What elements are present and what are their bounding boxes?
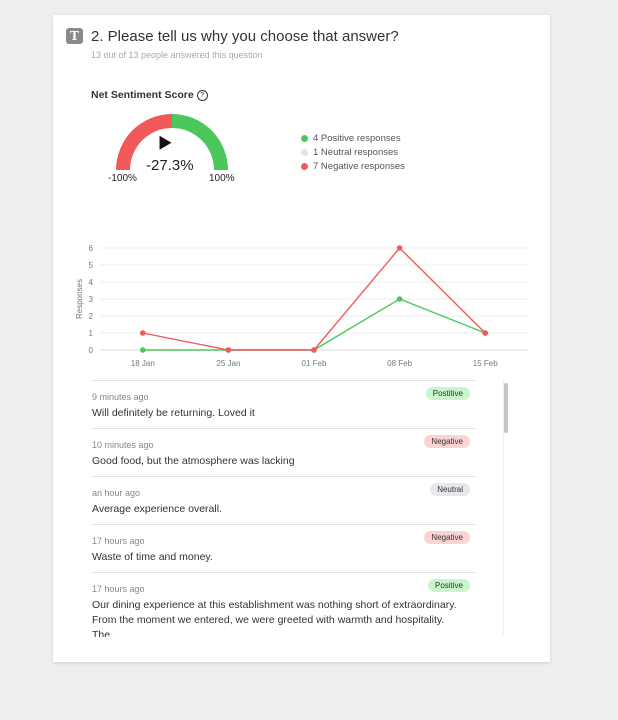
response-item: an hour ago Average experience overall. Ne… <box>91 476 476 524</box>
x-tick-label: 15 Feb <box>473 359 498 368</box>
scrollbar-track[interactable] <box>503 380 510 635</box>
nss-label: Net Sentiment Score <box>91 89 194 101</box>
legend-dot <box>301 148 308 156</box>
gauge-needle-icon <box>159 135 172 150</box>
response-time: 17 hours ago <box>92 584 145 594</box>
sentiment-badge: Positive <box>427 579 470 592</box>
responses-line-chart: 0 1 2 3 4 5 6 18 Jan 25 Jan 01 Feb 08 Feb 15 Feb Res… <box>75 244 528 368</box>
data-point <box>396 245 403 251</box>
y-tick-label: 1 <box>89 329 94 338</box>
response-item: 9 minutes ago Will definitely be returnin… <box>91 380 476 428</box>
series-line <box>142 298 486 351</box>
data-point <box>140 347 146 353</box>
y-tick-label: 0 <box>89 346 94 355</box>
text-question-icon: T <box>66 28 83 44</box>
sentiment-badge: Neutral <box>430 483 470 496</box>
x-tick-label: 25 Jan <box>216 359 240 368</box>
sentiment-badge: Postitive <box>425 387 470 400</box>
response-time: an hour ago <box>92 488 141 498</box>
gauge-positive-arc <box>172 114 228 170</box>
response-item: 17 hours ago Waste of time and money. Nega… <box>91 524 476 572</box>
sentiment-badge: Negative <box>424 531 470 544</box>
responses-list: 9 minutes ago Will definitely be returnin… <box>91 380 476 637</box>
response-text: Average experience overall. <box>92 503 222 515</box>
gauge-score: -27.3% <box>146 157 194 174</box>
response-item: 10 minutes ago Good food, but the atmosph… <box>91 428 476 476</box>
x-tick-label: 18 Jan <box>131 359 155 368</box>
data-point <box>396 296 403 302</box>
y-tick-label: 5 <box>89 261 94 270</box>
legend-positive: 4 Positive responses <box>301 131 405 145</box>
x-tick-label: 08 Feb <box>387 359 412 368</box>
legend-negative: 7 Negative responses <box>301 159 405 173</box>
help-icon[interactable]: ? <box>196 90 208 101</box>
response-text: Our dining experience at this establishm… <box>92 599 457 637</box>
data-point <box>225 347 232 353</box>
response-text: Will definitely be returning. Loved it <box>92 407 255 419</box>
response-time: 17 hours ago <box>92 536 145 546</box>
gauge-max-label: 100% <box>209 173 235 184</box>
response-time: 10 minutes ago <box>92 440 154 450</box>
response-text: Good food, but the atmosphere was lackin… <box>92 455 295 467</box>
data-point <box>311 347 317 353</box>
y-tick-label: 6 <box>89 244 94 253</box>
y-tick-label: 4 <box>89 278 94 287</box>
legend-dot <box>301 162 308 170</box>
question-subtitle: 13 out of 13 people answered this questi… <box>91 50 263 60</box>
sentiment-badge: Negative <box>424 435 470 448</box>
data-point <box>482 330 489 336</box>
gauge-negative-arc <box>116 114 172 170</box>
nss-heading: Net Sentiment Score? <box>91 89 208 101</box>
legend-dot <box>301 134 308 142</box>
y-axis-label: Responses <box>75 279 84 319</box>
y-tick-label: 2 <box>89 312 94 321</box>
legend-neutral: 1 Neutral responses <box>301 145 405 159</box>
sentiment-legend: 4 Positive responses 1 Neutral responses… <box>301 131 405 173</box>
y-tick-label: 3 <box>89 295 94 304</box>
response-time: 9 minutes ago <box>92 392 149 402</box>
data-point <box>140 330 146 336</box>
sentiment-gauge <box>116 114 228 170</box>
gauge-min-label: -100% <box>108 173 137 184</box>
response-text: Waste of time and money. <box>92 551 213 563</box>
scrollbar-thumb[interactable] <box>504 383 508 433</box>
question-title: 2. Please tell us why you choose that an… <box>91 28 399 45</box>
question-card: T 2. Please tell us why you choose that … <box>53 15 550 662</box>
x-tick-label: 01 Feb <box>302 359 327 368</box>
response-item: 17 hours ago Our dining experience at thi… <box>91 572 476 637</box>
